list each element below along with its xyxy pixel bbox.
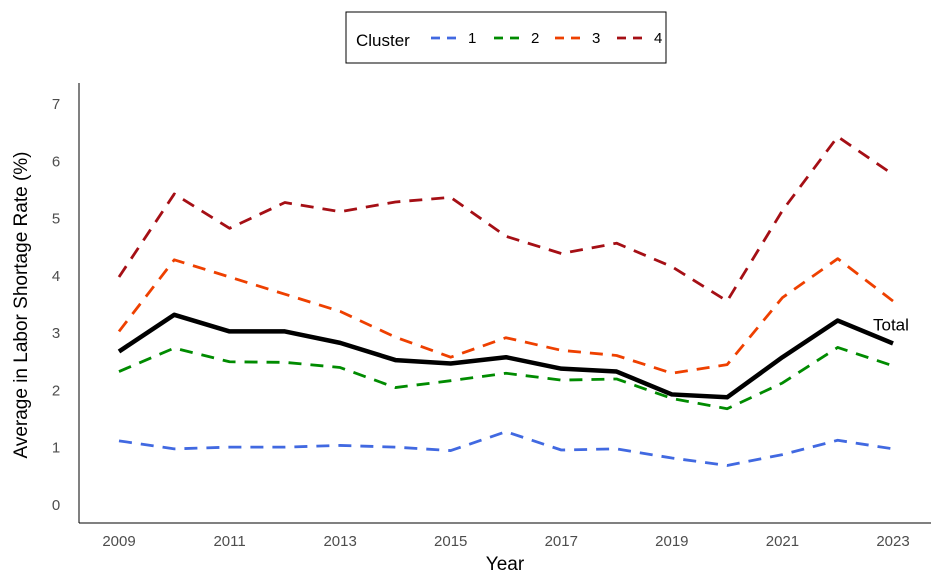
legend-title: Cluster bbox=[356, 31, 410, 50]
y-tick-label: 2 bbox=[52, 382, 60, 399]
y-tick-label: 3 bbox=[52, 325, 60, 342]
y-axis-title: Average in Labor Shortage Rate (%) bbox=[11, 152, 32, 459]
y-tick-label: 4 bbox=[52, 268, 60, 285]
x-tick-label: 2019 bbox=[655, 533, 688, 550]
series-line-3 bbox=[117, 257, 894, 375]
series-line-2 bbox=[118, 346, 894, 411]
legend-label-1: 1 bbox=[468, 30, 476, 47]
x-axis-title: Year bbox=[486, 554, 525, 575]
x-tick-label: 2009 bbox=[102, 533, 135, 550]
legend-box bbox=[345, 11, 667, 64]
x-tick-labels: 2009 2011 2013 2015 2017 2019 2021 2023 bbox=[102, 533, 909, 550]
axes bbox=[78, 83, 931, 524]
legend-label-4: 4 bbox=[654, 30, 662, 47]
x-tick-label: 2021 bbox=[766, 533, 799, 550]
y-tick-labels: 0 1 2 3 4 5 6 7 bbox=[52, 96, 60, 514]
legend-label-3: 3 bbox=[592, 30, 600, 47]
legend-label-2: 2 bbox=[531, 30, 539, 47]
x-tick-label: 2015 bbox=[434, 533, 467, 550]
x-tick-label: 2017 bbox=[545, 533, 578, 550]
x-tick-label: 2023 bbox=[876, 533, 909, 550]
y-tick-label: 0 bbox=[52, 497, 60, 514]
series-line-4 bbox=[117, 135, 894, 303]
y-tick-label: 1 bbox=[52, 440, 60, 457]
y-tick-label: 6 bbox=[52, 153, 60, 170]
series-lines bbox=[117, 135, 894, 467]
y-tick-label: 5 bbox=[52, 211, 60, 228]
x-tick-label: 2013 bbox=[323, 533, 356, 550]
y-tick-label: 7 bbox=[52, 96, 60, 113]
series-line-total bbox=[117, 312, 894, 400]
legend-items: 1 2 3 4 bbox=[431, 30, 662, 47]
series-labels: Total bbox=[873, 315, 909, 334]
legend: Cluster 1 2 3 4 bbox=[345, 11, 667, 64]
series-label-total: Total bbox=[873, 315, 909, 334]
x-tick-label: 2011 bbox=[213, 533, 245, 550]
series-line-1 bbox=[118, 430, 894, 467]
